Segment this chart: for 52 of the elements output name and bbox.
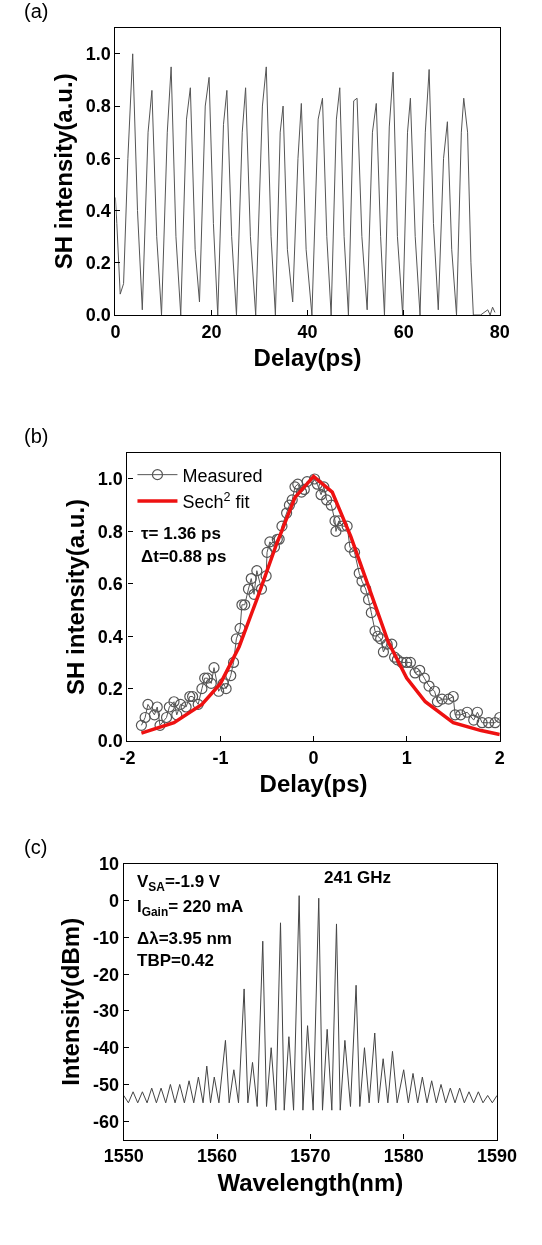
y-tick-label: 0.4	[85, 200, 111, 221]
x-tick-label: 1580	[383, 1146, 424, 1167]
y-tick-label: 0.4	[97, 626, 123, 647]
y-tick-label: -10	[93, 927, 120, 948]
x-tick-label: 1550	[103, 1146, 144, 1167]
line-series	[115, 53, 496, 316]
x-axis-title: Delay(ps)	[259, 770, 368, 798]
x-tick-label: -1	[212, 747, 229, 768]
annotation: V$_{SA}$=-1.9 V	[137, 872, 221, 894]
x-tick-label: 80	[489, 321, 510, 342]
x-tick-label: 1570	[290, 1146, 331, 1167]
y-tick-label: 0.8	[85, 96, 111, 117]
x-axis-title: Wavelength(nm)	[217, 1168, 404, 1196]
annotation: τ= 1.36 ps	[141, 524, 221, 543]
x-tick-label: 1560	[197, 1146, 238, 1167]
y-tick-label: -30	[93, 1001, 120, 1022]
y-axis-title: SH intensity(a.u.)	[61, 498, 89, 695]
y-axis-title: Intensity(dBm)	[57, 917, 85, 1086]
annotation: Δt=0.88 ps	[141, 547, 227, 566]
x-tick-label: 1	[401, 747, 412, 768]
line-series	[123, 895, 497, 1111]
y-axis-title: SH intensity(a.u.)	[49, 73, 77, 270]
annotation: TBP=0.42	[137, 951, 215, 970]
x-tick-label: 0	[308, 747, 319, 768]
y-tick-label: 10	[99, 854, 120, 875]
x-tick-label: 60	[393, 321, 414, 342]
x-axis-title: Delay(ps)	[253, 344, 362, 372]
x-tick-label: 1590	[476, 1146, 518, 1167]
x-tick-label: 40	[297, 321, 318, 342]
y-tick-label: -40	[93, 1038, 120, 1059]
y-tick-label: 0.6	[85, 148, 111, 169]
chart-title: (b)	[24, 425, 49, 447]
annotation: 241 GHz	[324, 868, 392, 887]
y-tick-label: 1.0	[97, 469, 123, 490]
annotation: I$_{Gain}$= 220 mA	[137, 897, 244, 919]
y-tick-label: 0.0	[85, 305, 111, 326]
annotation: Δλ=3.95 nm	[137, 929, 232, 948]
legend-label: Measured	[182, 465, 263, 486]
x-tick-label: 2	[494, 747, 505, 768]
y-tick-label: -50	[93, 1074, 120, 1095]
y-tick-label: 0.6	[97, 574, 123, 595]
chart-title: (a)	[24, 0, 49, 22]
y-tick-label: 0.2	[85, 253, 111, 274]
x-tick-label: 20	[201, 321, 222, 342]
y-tick-label: 0	[109, 891, 120, 912]
y-tick-label: -20	[93, 964, 120, 985]
y-tick-label: 1.0	[85, 44, 111, 65]
y-tick-label: 0.2	[97, 678, 123, 699]
chart-title: (c)	[24, 836, 48, 858]
legend-label: Sech$^{2}$ fit	[182, 489, 250, 513]
y-tick-label: 0.8	[97, 521, 123, 542]
y-tick-label: -60	[93, 1111, 120, 1132]
